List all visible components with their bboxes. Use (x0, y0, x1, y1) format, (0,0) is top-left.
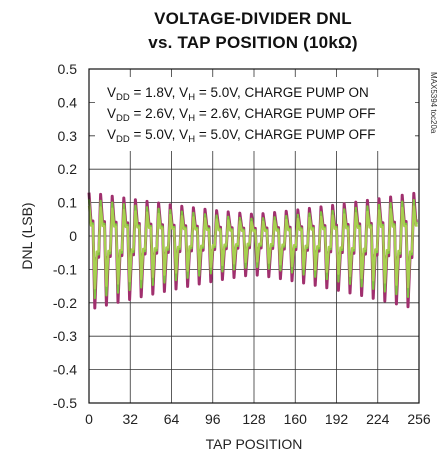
y-tick-label: 0.1 (58, 195, 78, 211)
x-tick-label: 32 (122, 411, 138, 427)
y-tick-label: -0.2 (53, 295, 77, 311)
series-group (87, 191, 418, 310)
y-tick-labels: 0.5 0.4 0.3 0.2 0.1 0 -0.1 -0.2 -0.3 -0.4 -0.5 (53, 61, 77, 411)
dnl-series-line (87, 205, 418, 290)
legend-entry: VDD = 5.0V, VH = 5.0V, CHARGE PUMP OFF (107, 127, 376, 145)
y-tick-label: 0.2 (58, 161, 78, 177)
x-tick-label: 256 (407, 411, 431, 427)
figure-id-label: MAX5394 toc20a (429, 72, 438, 134)
legend-entry: VDD = 1.8V, VH = 5.0V, CHARGE PUMP ON (107, 85, 369, 103)
chart-title-line1: VOLTAGE-DIVIDER DNL (154, 9, 352, 28)
legend-entry: VDD = 2.6V, VH = 2.6V, CHARGE PUMP OFF (107, 106, 376, 124)
x-axis-label: TAP POSITION (206, 436, 303, 452)
x-tick-label: 224 (366, 411, 390, 427)
x-tick-labels: 0 32 64 96 128 160 192 224 256 (85, 411, 431, 427)
chart-title-line2: vs. TAP POSITION (10kΩ) (148, 33, 358, 52)
x-tick-label: 0 (85, 411, 93, 427)
x-tick-label: 160 (284, 411, 308, 427)
y-tick-label: 0.3 (58, 128, 78, 144)
x-tick-label: 96 (205, 411, 221, 427)
y-axis-label: DNL (LSB) (19, 202, 35, 269)
y-tick-label: 0.4 (58, 94, 78, 110)
legend-box (95, 77, 415, 151)
y-tick-label: -0.4 (53, 362, 77, 378)
y-tick-label: -0.1 (53, 261, 77, 277)
legend: VDD = 1.8V, VH = 5.0V, CHARGE PUMP ON VDD… (107, 85, 376, 145)
x-tick-label: 128 (242, 411, 266, 427)
y-tick-label: 0.5 (58, 61, 78, 77)
x-tick-label: 64 (164, 411, 180, 427)
x-tick-label: 192 (325, 411, 349, 427)
plot-frame (88, 68, 420, 404)
y-tick-label: 0 (69, 228, 77, 244)
y-tick-label: -0.3 (53, 328, 77, 344)
y-tick-label: -0.5 (53, 395, 77, 411)
